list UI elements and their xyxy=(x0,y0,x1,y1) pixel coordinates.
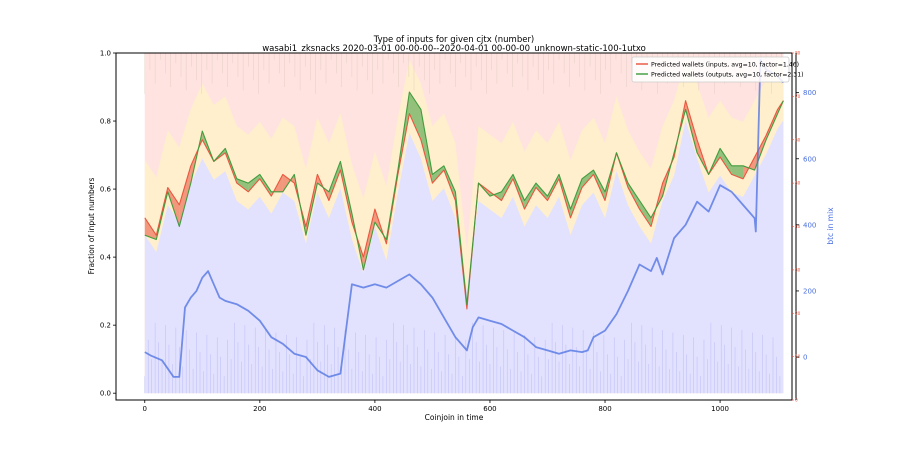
series-lines xyxy=(144,58,785,378)
x-tick-label: 600 xyxy=(483,405,496,413)
y-tick-label: 0.8 xyxy=(100,118,111,126)
difference-fill-segment xyxy=(328,161,341,201)
x-tick-label: 800 xyxy=(598,405,611,413)
difference-fill-segment xyxy=(363,209,375,270)
legend-label-outputs: Predicted wallets (outputs, avg=10, fact… xyxy=(651,72,804,79)
difference-fill-segment xyxy=(409,92,421,140)
difference-fill-segment xyxy=(731,165,744,179)
y3-tick-label: 600 xyxy=(803,155,816,163)
difference-fill-segment xyxy=(432,165,444,184)
x-axis-label: Coinjoin in time xyxy=(425,413,484,422)
legend: Predicted wallets (inputs, avg=10, facto… xyxy=(631,56,804,83)
y-axis-ticks: 0.0 0.2 0.4 0.6 0.8 1.0 xyxy=(100,50,116,398)
y2-tick-label: 70 xyxy=(795,94,801,99)
y2-tick-label: 40 xyxy=(795,224,801,229)
y-tick-label: 0.6 xyxy=(100,186,112,194)
chart-title: Type of inputs for given cjtx (number) xyxy=(373,35,535,45)
series-line-inputs xyxy=(144,100,784,310)
difference-fill-segment xyxy=(535,183,548,201)
y3-tick-label: 800 xyxy=(803,89,816,97)
y3-axis-label: btc in mix xyxy=(826,207,835,245)
difference-fill-segment xyxy=(582,170,594,188)
y3-tick-label: 0 xyxy=(803,354,807,362)
band-bottom xyxy=(144,120,784,394)
y-tick-label: 0.2 xyxy=(100,322,111,330)
y2-tick-label: 10 xyxy=(795,354,801,359)
y-tick-label: 0.4 xyxy=(100,254,112,262)
y2-tick-label: 60 xyxy=(795,137,801,142)
x-tick-label: 1000 xyxy=(711,405,729,413)
y2-axis-ticks: 0 10 20 30 40 50 60 70 80 xyxy=(792,51,801,403)
legend-label-inputs: Predicted wallets (inputs, avg=10, facto… xyxy=(651,62,799,69)
y2-tick-label: 0 xyxy=(795,398,798,403)
difference-fill-segment xyxy=(570,178,583,218)
y2-tick-label: 80 xyxy=(795,51,801,56)
difference-fill-segment xyxy=(248,174,260,192)
x-tick-label: 0 xyxy=(143,405,147,413)
chart-subtitle: wasabi1_zksnacks 2020-03-01 00-00-00--20… xyxy=(262,44,646,54)
background-bands xyxy=(144,53,784,394)
difference-fill-segment xyxy=(720,148,732,175)
y2-tick-label: 30 xyxy=(795,267,801,272)
series-line-outputs xyxy=(144,91,784,306)
legend-box xyxy=(631,56,790,83)
difference-fill-segment xyxy=(179,165,191,227)
difference-fill-segment xyxy=(639,200,652,227)
y-axis-label: Fraction of input numbers xyxy=(87,178,96,275)
y3-axis-ticks: 0 200 400 600 800 xyxy=(796,89,816,362)
x-tick-label: 400 xyxy=(368,405,381,413)
y-tick-label: 1.0 xyxy=(100,50,111,58)
difference-fill-segment xyxy=(259,174,272,197)
x-tick-label: 200 xyxy=(253,405,266,413)
y2-tick-label: 20 xyxy=(795,311,801,316)
x-axis-ticks: 0 200 400 600 800 1000 xyxy=(143,400,729,413)
y3-tick-label: 400 xyxy=(803,221,816,229)
difference-fill-segment xyxy=(144,217,157,240)
series-line-btc-in-mix xyxy=(144,58,785,378)
y-tick-label: 0.0 xyxy=(100,390,111,398)
y2-tick-label: 50 xyxy=(795,181,801,186)
y3-tick-label: 200 xyxy=(803,287,816,295)
